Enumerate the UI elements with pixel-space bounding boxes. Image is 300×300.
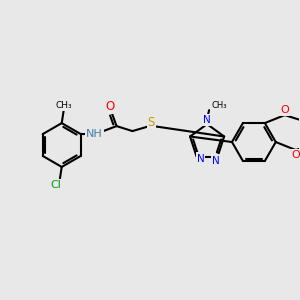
Text: O: O (291, 150, 300, 160)
Text: NH: NH (86, 129, 103, 139)
Text: CH₃: CH₃ (56, 101, 72, 110)
Text: N: N (197, 154, 204, 164)
Text: N: N (203, 115, 211, 125)
Text: CH₃: CH₃ (211, 101, 226, 110)
Text: O: O (280, 105, 289, 115)
Text: N: N (212, 155, 220, 166)
Text: Cl: Cl (50, 180, 61, 190)
Text: O: O (105, 100, 114, 113)
Text: S: S (148, 116, 155, 129)
